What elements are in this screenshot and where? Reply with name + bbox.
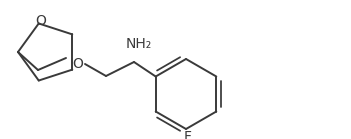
- Text: O: O: [35, 14, 46, 28]
- Text: O: O: [73, 57, 84, 71]
- Text: F: F: [184, 130, 192, 139]
- Text: NH₂: NH₂: [126, 37, 152, 51]
